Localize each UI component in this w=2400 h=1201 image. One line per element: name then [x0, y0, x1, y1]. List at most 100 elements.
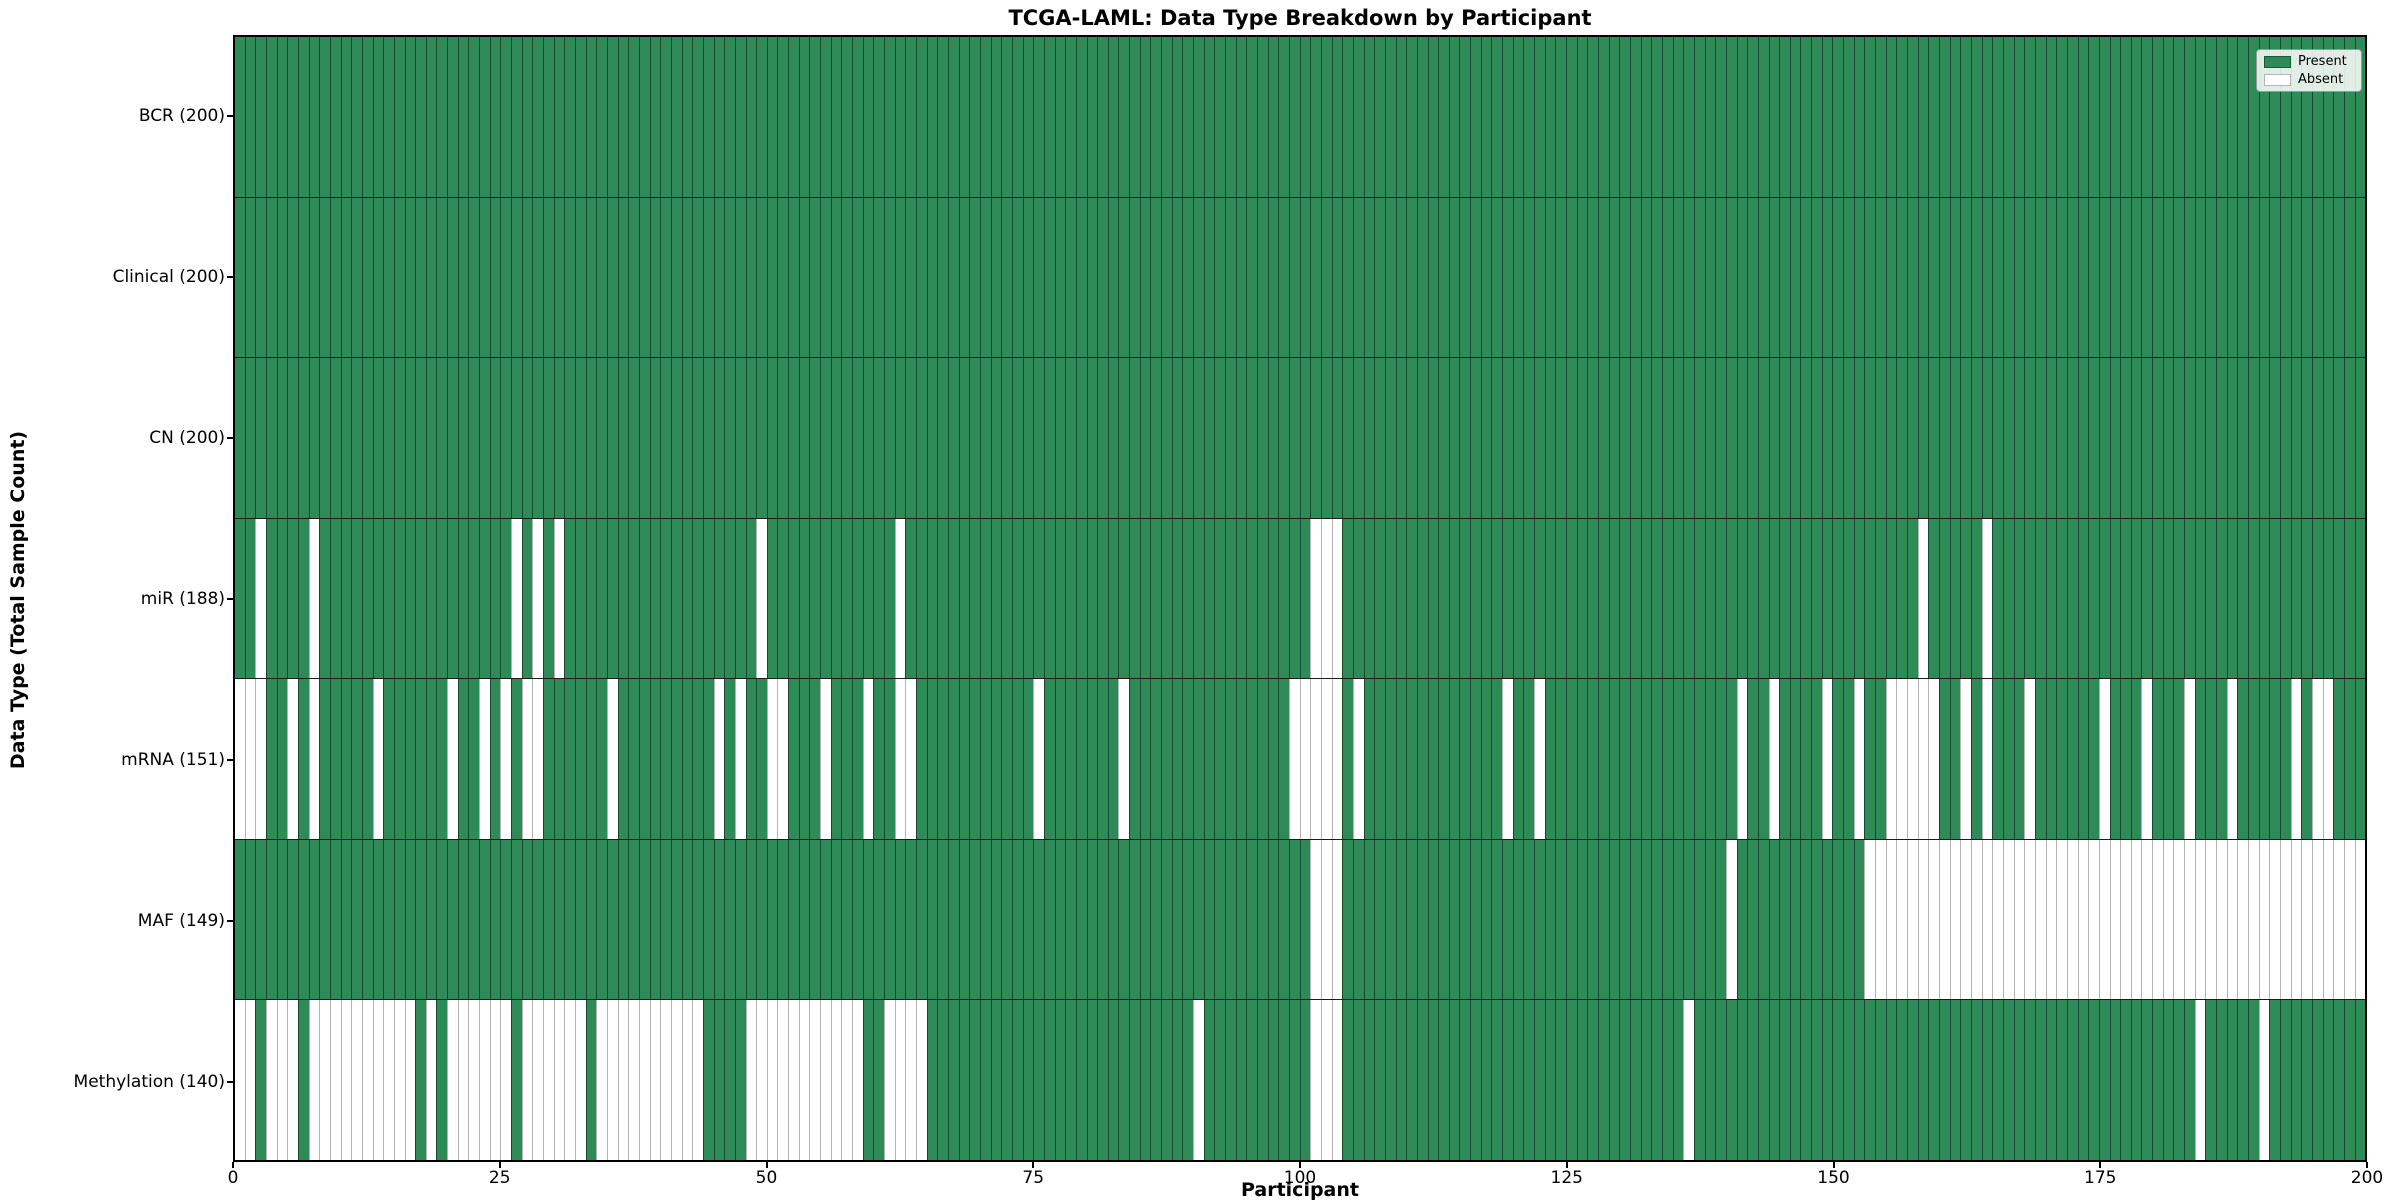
matrix-cell: [1086, 839, 1098, 1000]
matrix-cell: [2269, 1000, 2280, 1161]
matrix-cell: [1683, 197, 1694, 358]
matrix-cell: [1331, 358, 1343, 518]
matrix-cell: [1086, 197, 1098, 358]
matrix-cell: [308, 37, 320, 197]
matrix-cell: [2290, 358, 2302, 518]
matrix-cell: [1054, 1000, 1066, 1161]
matrix-cell: [2205, 37, 2217, 197]
matrix-cell: [1534, 679, 1545, 839]
matrix-cell: [894, 37, 906, 197]
matrix-cell: [575, 679, 586, 839]
matrix-cell: [1502, 197, 1513, 358]
matrix-cell: [1608, 518, 1620, 679]
matrix-cell: [1107, 37, 1119, 197]
matrix-cell: [937, 1000, 948, 1161]
matrix-cell: [1267, 37, 1279, 197]
matrix-cell: [2343, 1000, 2355, 1161]
matrix-cell: [1480, 679, 1492, 839]
data-row-mRNA: [235, 679, 2366, 840]
matrix-cell: [681, 839, 693, 1000]
matrix-cell: [862, 197, 874, 358]
matrix-cell: [766, 839, 778, 1000]
legend-item-absent: Absent: [2264, 73, 2354, 86]
matrix-cell: [1864, 37, 1876, 197]
x-tick-label: 150: [1817, 1168, 1850, 1188]
matrix-cell: [1182, 679, 1194, 839]
matrix-cell: [1960, 1000, 1971, 1161]
matrix-cell: [1139, 1000, 1151, 1161]
matrix-cell: [1299, 1000, 1311, 1161]
matrix-cell: [2258, 37, 2270, 197]
matrix-cell: [2098, 1000, 2110, 1161]
matrix-cell: [1129, 358, 1140, 518]
matrix-cell: [1086, 679, 1098, 839]
matrix-cell: [2280, 518, 2291, 679]
data-row-CN: [235, 358, 2366, 519]
matrix-cell: [1939, 679, 1950, 839]
matrix-cell: [852, 518, 863, 679]
matrix-cell: [1001, 518, 1012, 679]
matrix-cell: [884, 37, 895, 197]
matrix-cell: [1875, 1000, 1886, 1161]
matrix-cell: [1523, 37, 1535, 197]
matrix-cell: [745, 1000, 757, 1161]
matrix-cell: [1480, 518, 1492, 679]
matrix-cell: [511, 37, 522, 197]
matrix-cell: [1640, 1000, 1652, 1161]
matrix-cell: [500, 37, 512, 197]
matrix-cell: [1374, 839, 1385, 1000]
matrix-cell: [585, 1000, 597, 1161]
matrix-cell: [1310, 679, 1321, 839]
matrix-cell: [2205, 518, 2217, 679]
matrix-cell: [2077, 839, 2089, 1000]
matrix-cell: [1107, 679, 1119, 839]
matrix-cell: [638, 1000, 650, 1161]
matrix-cell: [1896, 358, 1908, 518]
matrix-cell: [265, 839, 277, 1000]
matrix-cell: [351, 358, 362, 518]
matrix-cell: [2013, 37, 2025, 197]
matrix-cell: [1981, 1000, 1993, 1161]
matrix-cell: [596, 839, 607, 1000]
matrix-cell: [2269, 679, 2280, 839]
matrix-cell: [884, 518, 895, 679]
matrix-cell: [606, 37, 618, 197]
matrix-cell: [1161, 1000, 1172, 1161]
matrix-cell: [660, 197, 671, 358]
matrix-cell: [2152, 679, 2163, 839]
matrix-cell: [809, 197, 821, 358]
matrix-cell: [1736, 839, 1748, 1000]
matrix-cell: [905, 1000, 916, 1161]
matrix-cell: [1544, 358, 1556, 518]
matrix-cell: [862, 839, 874, 1000]
matrix-cell: [628, 839, 639, 1000]
matrix-cell: [1523, 358, 1535, 518]
matrix-cell: [1693, 37, 1705, 197]
matrix-cell: [1544, 518, 1556, 679]
matrix-cell: [937, 37, 948, 197]
matrix-cell: [511, 197, 522, 358]
matrix-cell: [2066, 37, 2078, 197]
matrix-cell: [2290, 518, 2302, 679]
matrix-cell: [1011, 358, 1023, 518]
matrix-cell: [606, 839, 618, 1000]
matrix-cell: [1043, 197, 1055, 358]
matrix-cell: [1352, 197, 1364, 358]
matrix-cell: [1661, 358, 1673, 518]
matrix-cell: [1704, 1000, 1716, 1161]
matrix-cell: [2205, 358, 2217, 518]
matrix-cell: [489, 518, 501, 679]
matrix-cell: [1203, 358, 1215, 518]
matrix-cell: [1928, 358, 1939, 518]
matrix-cell: [2354, 1000, 2366, 1161]
matrix-cell: [1928, 518, 1939, 679]
matrix-cell: [425, 1000, 437, 1161]
matrix-cell: [2216, 358, 2227, 518]
matrix-cell: [2141, 1000, 2153, 1161]
matrix-cell: [521, 1000, 533, 1161]
matrix-cell: [265, 37, 277, 197]
matrix-cell: [1384, 679, 1396, 839]
matrix-cell: [1704, 358, 1716, 518]
matrix-cell: [2311, 679, 2323, 839]
matrix-cell: [1470, 518, 1481, 679]
